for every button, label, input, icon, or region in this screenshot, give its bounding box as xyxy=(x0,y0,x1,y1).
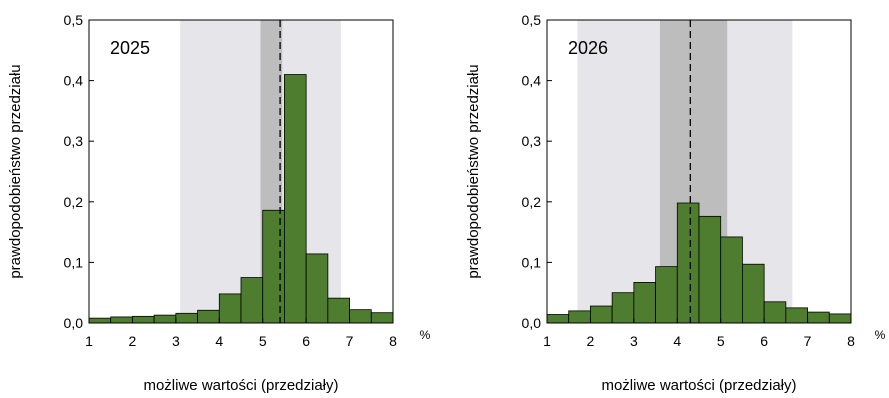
histogram-bar xyxy=(88,317,112,324)
y-axis-label: prawdopodobieństwo przedziału xyxy=(465,64,482,278)
histogram-bar xyxy=(742,263,765,324)
y-tick-label: 0,1 xyxy=(522,254,542,270)
x-tick-label: 7 xyxy=(804,333,812,349)
x-tick-label: 6 xyxy=(760,333,768,349)
unit-label: % xyxy=(420,328,431,342)
x-axis-label: możliwe wartości (przedziały) xyxy=(143,377,338,394)
plot-frame xyxy=(546,19,852,324)
histogram-bar xyxy=(262,209,285,324)
x-tick-label: 1 xyxy=(543,333,551,349)
y-axis-label: prawdopodobieństwo przedziału xyxy=(7,64,24,278)
histogram-bar xyxy=(546,314,570,324)
y-tick-label: 0,3 xyxy=(522,133,542,149)
histogram-bar xyxy=(655,266,678,324)
x-tick-label: 8 xyxy=(847,333,855,349)
x-tick-label: 8 xyxy=(389,333,397,349)
histogram-bar xyxy=(240,277,264,324)
x-tick-label: 5 xyxy=(717,333,725,349)
chart-panel-2026: 0,0 0,1 0,2 0,3 0,4 0,5 1 2 3 4 5 6 7 8 % 2026 możliwe w… xyxy=(465,12,886,394)
histogram-bar xyxy=(132,315,155,324)
unit-label: % xyxy=(875,328,886,342)
histogram-bar xyxy=(175,312,198,324)
year-label: 2025 xyxy=(110,38,150,58)
histogram-bar xyxy=(305,253,329,324)
x-tick-label: 6 xyxy=(302,333,310,349)
y-tick-label: 0,0 xyxy=(64,315,84,331)
x-tick-label: 2 xyxy=(129,333,137,349)
x-tick-label: 3 xyxy=(172,333,180,349)
histogram-bar xyxy=(349,309,372,324)
x-tick-label: 5 xyxy=(259,333,267,349)
histogram-bar xyxy=(370,312,394,324)
histogram-bar xyxy=(590,305,613,324)
histogram-bar xyxy=(763,301,787,324)
histogram-bar xyxy=(218,293,242,324)
x-tick-label: 7 xyxy=(346,333,354,349)
y-tick-label: 0,2 xyxy=(522,194,542,210)
year-label: 2026 xyxy=(568,38,608,58)
histogram-bar xyxy=(284,74,307,324)
chart-panel-2025: 0,0 0,1 0,2 0,3 0,4 0,5 1 2 3 4 5 6 7 8 % 2025 możliwe w… xyxy=(7,12,431,394)
x-tick-label: 4 xyxy=(215,333,223,349)
x-tick-label: 1 xyxy=(85,333,93,349)
histogram-bar xyxy=(676,202,700,324)
x-tick-label: 3 xyxy=(630,333,638,349)
x-axis-label: możliwe wartości (przedziały) xyxy=(601,377,796,394)
histogram-bar xyxy=(110,316,133,324)
x-tick-label: 4 xyxy=(673,333,681,349)
histogram-bar xyxy=(633,281,656,324)
histogram-bar xyxy=(153,314,177,324)
histogram-bar xyxy=(807,311,830,324)
x-tick-label: 2 xyxy=(587,333,595,349)
histogram-bar xyxy=(698,215,722,324)
histogram-bar xyxy=(197,309,220,324)
histogram-bar xyxy=(611,292,635,324)
y-tick-label: 0,4 xyxy=(522,73,542,89)
histogram-bar xyxy=(720,236,743,324)
y-tick-label: 0,5 xyxy=(522,12,542,28)
y-tick-label: 0,4 xyxy=(64,73,84,89)
histogram-bar xyxy=(785,307,808,324)
histogram-bar xyxy=(828,313,852,324)
histogram-bar xyxy=(568,310,591,324)
y-tick-label: 0,2 xyxy=(64,194,84,210)
y-tick-label: 0,3 xyxy=(64,133,84,149)
histogram-bar xyxy=(327,297,350,324)
plot-frame xyxy=(88,19,394,324)
y-tick-label: 0,5 xyxy=(64,12,84,28)
y-tick-label: 0,0 xyxy=(522,315,542,331)
y-tick-label: 0,1 xyxy=(64,254,84,270)
